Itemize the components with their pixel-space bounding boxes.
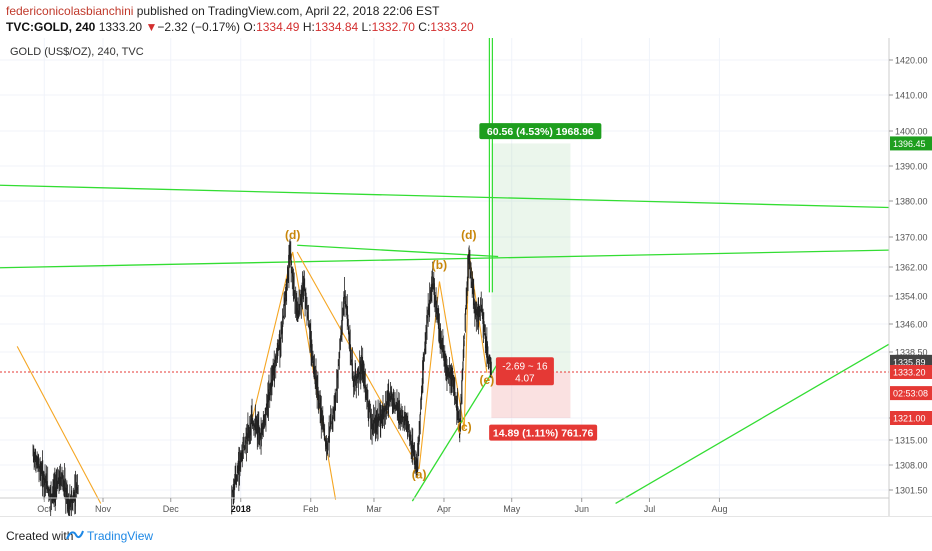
price-badge-label: 1321.00	[893, 414, 926, 424]
tradingview-brand[interactable]: TradingView	[87, 529, 154, 543]
loss-badge	[489, 424, 598, 441]
high-value: 1334.84	[314, 20, 359, 34]
time-tick-label: Aug	[711, 504, 727, 514]
symbol-label: TVC:GOLD, 240	[6, 20, 96, 34]
wave-label: (d)	[461, 228, 476, 242]
price-tick-label: 1420.00	[895, 56, 928, 66]
wave-label: (d)	[285, 228, 300, 242]
triangle-bottom-line	[411, 358, 501, 502]
resistance-line-upper	[0, 184, 890, 209]
created-with-text: Created with	[6, 529, 74, 543]
price-change: −2.32 (−0.17%)	[157, 20, 241, 34]
symbol-quote: TVC:GOLD, 240 1333.20 ▼−2.32 (−0.17%) O:…	[6, 20, 474, 34]
time-tick-label: Feb	[303, 504, 319, 514]
price-tick-label: 1315.00	[895, 436, 928, 446]
footer: Created with TradingView	[0, 516, 932, 551]
elliott-wave-line	[418, 251, 488, 469]
long-support-line	[615, 343, 890, 505]
price-tick-label: 1308.00	[895, 461, 928, 471]
chart-title: GOLD (US$/OZ), 240, TVC	[10, 46, 144, 58]
publish-info: federiconicolasbianchini published on Tr…	[6, 4, 439, 18]
time-tick-label: Dec	[163, 504, 180, 514]
time-axis[interactable]: Oct Nov Dec 2018 Feb Mar Apr May Jun Jul Aug	[0, 497, 889, 514]
triangle-top-line	[297, 244, 499, 258]
price-tick-label: 1400.00	[895, 127, 928, 137]
wave-label: (e)	[480, 373, 495, 387]
time-tick-label: Apr	[437, 504, 451, 514]
wave-label: (c)	[457, 420, 472, 434]
price-tick-label: 1301.50	[895, 486, 928, 496]
published-text: published on TradingView.com, April 22, …	[133, 4, 440, 18]
price-tick-label: 1354.00	[895, 292, 928, 302]
price-tick-label: 1380.00	[895, 197, 928, 207]
price-badge	[890, 364, 932, 379]
measure-info-line1: -2.69 ~ 16	[502, 361, 548, 372]
time-tick-label: Mar	[366, 504, 382, 514]
low-label: L:	[361, 20, 372, 34]
wave-label: (a)	[412, 467, 427, 481]
wave-label: (b)	[432, 258, 447, 272]
price-tick-label: 1338.50	[895, 348, 928, 358]
time-tick-label: Jun	[574, 504, 589, 514]
time-tick-label: 2018	[231, 504, 251, 514]
last-price: 1333.20	[98, 20, 143, 34]
down-arrow-icon: ▼	[145, 20, 158, 34]
close-label: C:	[418, 20, 431, 34]
price-badge	[890, 411, 932, 425]
price-chart[interactable]: (d) (b) (d) (a) (c) (e) 60.56 (4.53%) 1968.96 -…	[0, 38, 932, 516]
price-axis[interactable]: 1301.50 1308.00 1315.00 1321.00 1338.50 1346.…	[888, 38, 932, 516]
time-tick-label: Nov	[95, 504, 112, 514]
author-link[interactable]: federiconicolasbianchini	[6, 4, 134, 18]
price-tick-label: 1370.00	[895, 233, 928, 243]
elliott-wave-line	[16, 346, 102, 504]
price-tick-label: 1362.00	[895, 263, 928, 273]
time-tick-label: Oct	[37, 504, 52, 514]
price-badge	[890, 386, 932, 401]
price-badge-label: 1396.45	[893, 139, 926, 149]
chart-drawings	[0, 38, 890, 505]
elliott-wave-line	[296, 251, 420, 470]
price-badge-label: 1333.20	[893, 367, 926, 377]
plot-area[interactable]	[0, 38, 889, 516]
profit-badge-text: 60.56 (4.53%) 1968.96	[487, 126, 594, 138]
high-label: H:	[302, 20, 315, 34]
time-tick-label: May	[503, 504, 521, 514]
time-tick-label: Jul	[644, 504, 656, 514]
wave-labels: (d) (b) (d) (a) (c) (e) 60.56 (4.53%) 1968.96 -…	[285, 123, 602, 481]
loss-badge-text: 14.89 (1.11%) 761.76	[493, 428, 594, 440]
measure-info-line2: 4.07	[515, 373, 535, 384]
price-tick-label: 1410.00	[895, 91, 928, 101]
chart-header: federiconicolasbianchini published on Tr…	[0, 0, 932, 38]
low-value: 1332.70	[371, 20, 415, 34]
close-value: 1333.20	[430, 20, 474, 34]
price-badge-label: 02:53:08	[893, 389, 928, 399]
price-tick-label: 1346.00	[895, 320, 928, 330]
open-value: 1334.49	[256, 20, 300, 34]
resistance-line-lower	[0, 249, 890, 269]
measure-info-box	[495, 357, 554, 386]
tradingview-logo-icon	[66, 530, 84, 540]
price-badge	[890, 136, 932, 151]
candles	[32, 238, 492, 516]
price-badge-label: 1335.89	[893, 357, 926, 367]
profit-badge	[479, 123, 602, 140]
open-label: O:	[243, 20, 257, 34]
price-tick-label: 1390.00	[895, 162, 928, 172]
grid-lines	[0, 38, 889, 498]
